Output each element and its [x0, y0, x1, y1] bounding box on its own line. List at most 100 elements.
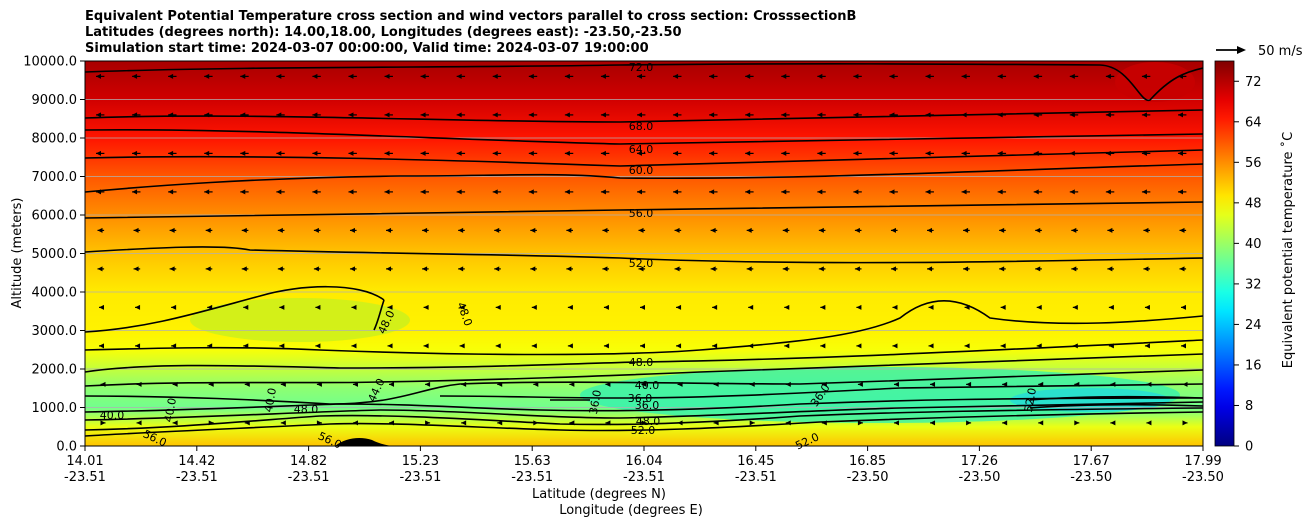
wind-vector-head	[277, 266, 283, 272]
wind-vector-head	[964, 343, 970, 349]
wind-vector-head	[674, 266, 680, 272]
wind-vector-head	[420, 150, 426, 156]
wind-vector-head	[1179, 266, 1185, 272]
wind-vector-head	[99, 304, 104, 310]
wind-vector-head	[171, 304, 177, 310]
wind-vector-head	[492, 73, 498, 79]
wind-vector-head	[745, 189, 751, 195]
wind-vector-head	[168, 112, 174, 118]
wind-vector-head	[782, 227, 788, 233]
wind-vector-head	[276, 112, 282, 118]
wind-vector-head	[1178, 73, 1183, 79]
wind-vector-head	[207, 304, 213, 310]
wind-vector-head	[641, 420, 647, 426]
wind-vector-head	[168, 189, 174, 195]
wind-vector-head	[205, 227, 211, 233]
wind-vector-head	[425, 420, 431, 426]
wind-vector-head	[456, 112, 462, 118]
wind-vector-head	[569, 381, 575, 387]
wind-vector-head	[1146, 381, 1152, 387]
wind-vector-head	[781, 112, 787, 118]
wind-vector-head	[351, 343, 357, 349]
wind-vector-head	[389, 420, 395, 426]
contour-line-1	[85, 109, 1203, 123]
wind-vector-head	[600, 189, 606, 195]
contour-line-17	[85, 411, 1203, 437]
wind-vector-head	[531, 304, 537, 310]
wind-vector-head	[856, 343, 862, 349]
wind-vector-head	[530, 227, 536, 233]
contour-line-5	[85, 201, 1203, 219]
colorbar-tick-label: 72	[1245, 75, 1262, 90]
wind-vector-head	[640, 304, 645, 310]
wind-vector-head	[205, 266, 211, 272]
contour-label: 56.0	[629, 207, 654, 220]
wind-vector-head	[132, 73, 138, 79]
wind-vector-head	[352, 381, 358, 387]
contour-label: 40.0	[262, 387, 279, 413]
contour-label: 64.0	[629, 143, 654, 156]
wind-vector-head	[384, 73, 390, 79]
x-tick-label-lat: 17.26	[961, 454, 998, 469]
wind-vector-head	[676, 304, 682, 310]
contour-label: 60.0	[629, 164, 654, 177]
wind-vector-head	[817, 189, 823, 195]
contour-label: 48.0	[629, 356, 654, 369]
x-tick-label-lat: 16.85	[849, 454, 886, 469]
colorbar-tick-label: 56	[1245, 156, 1262, 171]
wind-vector-head	[458, 227, 464, 233]
wind-vector-head	[1074, 420, 1080, 426]
wind-vector-head	[673, 73, 679, 79]
wind-vector-head	[600, 112, 606, 118]
wind-vector-head	[204, 73, 210, 79]
wind-vector-head	[1110, 420, 1116, 426]
wind-vector-head	[784, 304, 790, 310]
wind-vector-head	[925, 112, 931, 118]
wind-vector-head	[168, 150, 174, 156]
wind-vector-head	[1182, 381, 1188, 387]
wind-vector-head	[712, 343, 718, 349]
wind-vector-head	[1105, 189, 1111, 195]
wind-vector-head	[384, 112, 390, 118]
contour-line-4	[85, 163, 1203, 193]
wind-vector-head	[997, 73, 1003, 79]
wind-vector-head	[132, 150, 138, 156]
wind-vector-head	[348, 189, 354, 195]
x-tick-label-lon: -23.50	[1182, 470, 1224, 485]
y-tick-label: 0.0	[56, 440, 77, 455]
wind-vector-head	[925, 73, 931, 79]
title-line-3: Simulation start time: 2024-03-07 00:00:…	[85, 41, 649, 56]
contour-line-10	[85, 339, 1203, 373]
wind-vector-head	[1035, 266, 1041, 272]
wind-vector-head	[459, 343, 465, 349]
contour-label: 48.0	[294, 403, 319, 416]
wind-vector-head	[1107, 227, 1113, 233]
colorbar-tick-label: 40	[1245, 237, 1262, 252]
wind-vector-head	[781, 73, 787, 79]
wind-vector-head	[96, 73, 101, 79]
wind-vector-head	[890, 227, 896, 233]
wind-vector-head	[853, 112, 859, 118]
wind-vector-head	[97, 227, 103, 233]
wind-vector-head	[528, 189, 534, 195]
colorbar-tick-label: 0	[1245, 440, 1253, 455]
wind-vector-head	[857, 381, 863, 387]
wind-vector-head	[459, 304, 465, 310]
wind-vector-head	[746, 266, 752, 272]
wind-vector-head	[1143, 227, 1149, 233]
wind-vector-head	[1033, 112, 1039, 118]
wind-vector-head	[494, 266, 500, 272]
x-axis-label-lon: Longitude (degrees E)	[559, 503, 703, 518]
wind-vector-head	[243, 343, 249, 349]
wind-vector-head	[1072, 343, 1078, 349]
wind-vector-head	[1033, 73, 1039, 79]
colorbar-frame	[1214, 60, 1235, 447]
wind-vector-head	[1033, 189, 1039, 195]
wind-vector-head	[928, 343, 934, 349]
wind-vector-head	[461, 381, 467, 387]
wind-vector-head	[966, 381, 972, 387]
wind-vector-head	[961, 150, 967, 156]
wind-vector-head	[96, 112, 101, 118]
y-tick-label: 8000.0	[32, 132, 78, 147]
wind-vector-head	[745, 150, 751, 156]
